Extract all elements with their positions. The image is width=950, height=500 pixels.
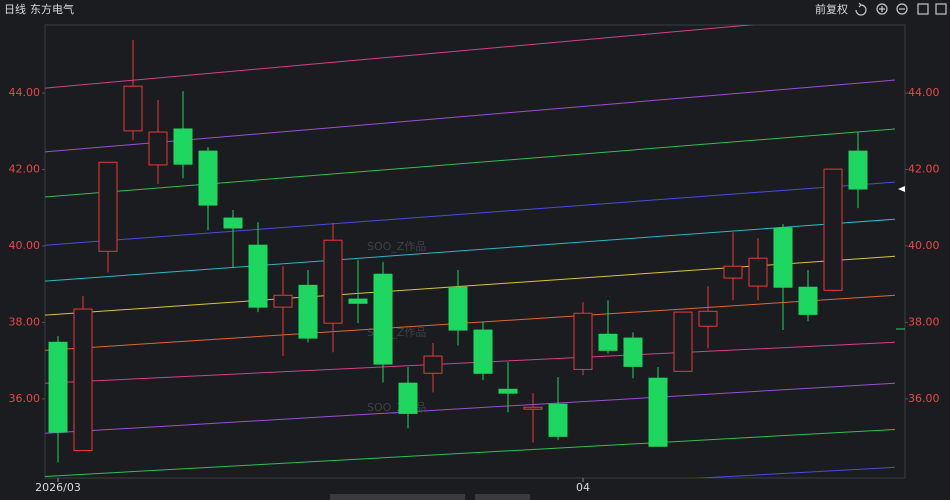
candle-body: [373, 273, 393, 365]
candle-body: [223, 217, 243, 229]
candle-body: [198, 150, 218, 206]
y-tick-label: 38.00: [9, 315, 41, 328]
zoom-in-icon[interactable]: [876, 3, 888, 15]
candle-body: [448, 286, 468, 331]
y-tick-label: 44.00: [9, 86, 41, 99]
candle-body: [598, 333, 618, 351]
candle-body: [723, 265, 743, 279]
period-label[interactable]: 日线: [4, 2, 26, 16]
candle-body: [623, 337, 643, 367]
candles: [48, 39, 868, 463]
candle-body: [773, 227, 793, 288]
price-marker: [898, 186, 905, 192]
channel-line: [45, 128, 896, 198]
candle-body: [173, 128, 193, 165]
candle-body: [823, 168, 843, 291]
scrollbar[interactable]: [330, 494, 465, 500]
candle-body: [748, 257, 768, 287]
candle-body: [573, 312, 593, 370]
y2-tick-label: 44.00: [908, 86, 940, 99]
candle-body: [648, 377, 668, 447]
adjust-button[interactable]: 前复权: [815, 2, 848, 16]
candle-body: [798, 286, 818, 315]
y2-tick-label: 40.00: [908, 239, 940, 252]
candle-body: [48, 341, 68, 433]
candle-body: [523, 406, 543, 410]
channel-line: [45, 181, 896, 246]
candle-body: [98, 161, 118, 252]
y-tick-label: 36.00: [9, 392, 41, 405]
y2-tick-label: 42.00: [908, 163, 940, 176]
reset-icon[interactable]: [855, 2, 867, 16]
channel-line: [45, 294, 896, 351]
plot-frame: [44, 24, 906, 479]
channel-line: [45, 382, 896, 434]
toolbar-icons[interactable]: [855, 2, 947, 16]
candle-body: [298, 284, 318, 339]
y-tick-label: 42.00: [9, 163, 41, 176]
scrollbar-thumb[interactable]: [475, 494, 530, 500]
candle-body: [498, 388, 518, 394]
candle-body: [548, 403, 568, 437]
watermark: SOO_Z作品: [367, 240, 426, 253]
candle-body: [848, 150, 868, 190]
channel-line: [45, 341, 896, 384]
channel-line: [692, 466, 896, 478]
channel-line: [45, 25, 756, 89]
candle-body: [323, 239, 343, 324]
y2-tick-label: 38.00: [908, 315, 940, 328]
fullscreen-icon[interactable]: [935, 3, 947, 15]
candle-body: [423, 355, 443, 374]
stock-name: 东方电气: [30, 2, 74, 16]
candle-body: [248, 244, 268, 308]
candle-body: [348, 298, 368, 304]
candle-body: [673, 311, 693, 372]
zoom-out-icon[interactable]: [896, 3, 908, 15]
candle-body: [123, 85, 143, 132]
candle-body: [148, 131, 168, 166]
candle-body: [273, 294, 293, 308]
y2-tick-label: 36.00: [908, 392, 940, 405]
candle-body: [698, 310, 718, 327]
candle-body: [473, 329, 493, 374]
candle-body: [73, 308, 93, 451]
channel-line: [45, 218, 896, 282]
candle-body: [398, 382, 418, 414]
channel-line: [45, 428, 896, 477]
x-tick-label: 04: [576, 481, 590, 494]
y-tick-label: 40.00: [9, 239, 41, 252]
x-tick-label: 2026/03: [35, 481, 81, 494]
window-icon[interactable]: [917, 3, 929, 15]
